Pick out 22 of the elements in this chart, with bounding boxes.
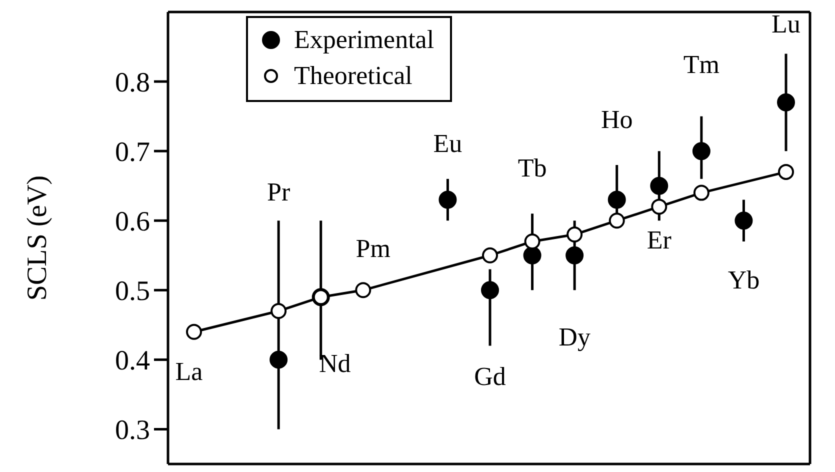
annotation: Yb	[728, 266, 760, 295]
y-tick-label: 0.7	[115, 137, 150, 168]
annotation: Eu	[433, 128, 462, 158]
y-tick-label: 0.4	[115, 346, 150, 377]
annotation: La	[175, 356, 204, 386]
legend-label: Theoretical	[294, 60, 412, 92]
y-tick-label: 0.3	[115, 415, 150, 446]
annotation: Pr	[267, 178, 290, 207]
y-tick-label: 0.8	[115, 67, 150, 98]
annotation: Gd	[474, 362, 506, 392]
y-tick-label: 0.5	[115, 276, 150, 308]
annotation: Ho	[600, 104, 633, 134]
annotation: Lu	[772, 9, 800, 38]
annotation: Tb	[518, 153, 547, 182]
y-tick-label: 0.6	[115, 206, 150, 238]
legend-label: Experimental	[294, 24, 434, 56]
annotation: Er	[646, 226, 672, 255]
annotation: Dy	[558, 322, 590, 352]
annotation: Pm	[356, 234, 390, 264]
annotation: Tm	[683, 50, 720, 80]
y-axis-title: SCLS (eV)	[22, 175, 53, 301]
annotation: Nd	[318, 349, 351, 378]
